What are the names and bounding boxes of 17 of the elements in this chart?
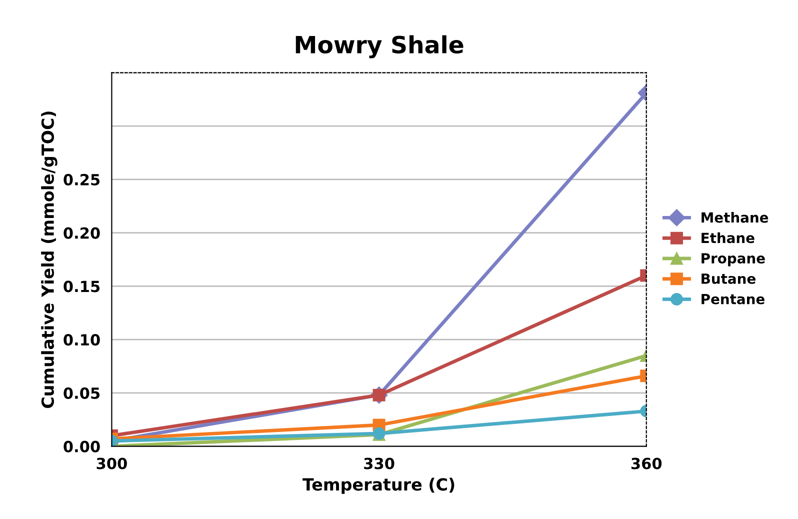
chart-title: Mowry Shale: [296, 35, 464, 58]
legend-label: Butane: [702, 274, 756, 284]
x-tick-label: 330: [364, 458, 394, 470]
legend-label: Propane: [702, 253, 765, 266]
y-tick-label: 0.10: [64, 334, 100, 346]
y-tick-label: 0.25: [64, 174, 100, 186]
x-tick-label: 360: [631, 458, 662, 470]
legend-label: Methane: [702, 212, 768, 223]
y-tick-label: 0.20: [64, 227, 100, 239]
y-axis-title: Cumulative Yield (mmole/gTOC): [41, 112, 58, 408]
y-tick-label: 0.05: [64, 387, 100, 399]
y-tick-label: 0.15: [64, 280, 100, 292]
x-axis-title: Temperature (C): [302, 478, 454, 494]
y-tick-label: 0.00: [64, 440, 100, 452]
legend-label: Ethane: [702, 232, 754, 244]
x-tick-label: 300: [96, 458, 127, 470]
legend-label: Pentane: [702, 294, 764, 304]
